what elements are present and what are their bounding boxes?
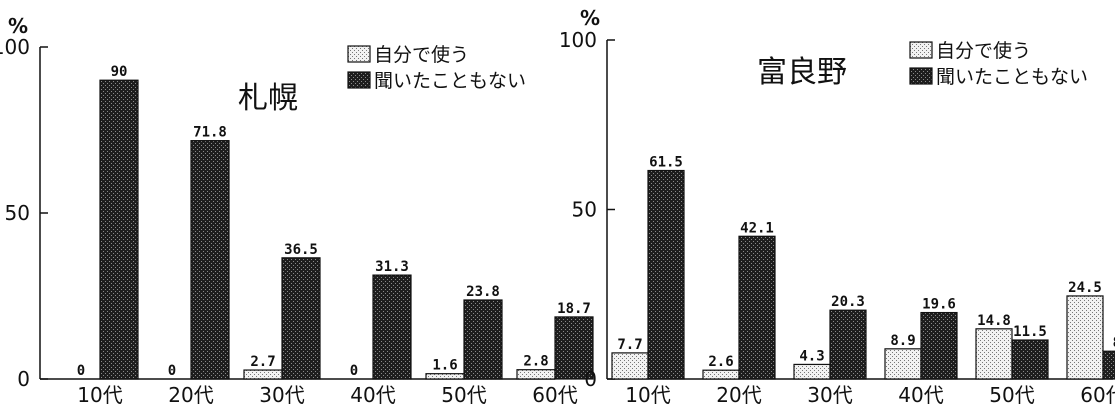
data-label-self: 1.6 [432,358,457,374]
x-tick-label: 10代 [77,383,122,407]
data-label-self: 24.5 [1068,280,1102,296]
bar-self [611,352,649,380]
bar-self [975,328,1013,380]
y-tick-label: 100 [0,35,30,59]
y-tick-label: 0 [17,367,30,391]
bar-self [884,348,922,380]
data-labels: 0 90 0 71.8 2.7 36.5 0 31.3 1.6 23.8 2.8 18.7 [77,64,591,379]
data-label-never: 90 [111,64,128,80]
bar-never [372,274,412,380]
legend-swatch-self [909,41,933,59]
legend-label-never: 聞いたこともない [374,70,526,92]
bar-never [1102,350,1115,380]
data-label-never: 11.5 [1013,324,1047,340]
data-label-self: 0 [350,363,358,379]
bar-never [190,140,230,380]
y-tick-label: 100 [559,28,597,52]
data-label-self: 14.8 [977,313,1011,329]
bar-never [920,311,958,380]
legend-label-self: 自分で使う [936,40,1031,62]
bar-never [738,235,776,380]
bar-never [1011,339,1049,380]
y-ticks: 0 50 100 [0,35,48,391]
data-label-self: 0 [168,363,176,379]
bar-self [425,373,465,380]
data-label-never: 71.8 [193,125,227,141]
data-label-never: 20.3 [831,294,865,310]
data-labels: 7.7 61.5 2.6 42.1 4.3 20.3 8.9 19.6 14.811.5 24.5… [617,155,1115,371]
y-tick-label: 50 [5,201,30,225]
data-label-self: 0 [77,363,85,379]
data-label-self: 2.6 [708,354,733,370]
data-label-self: 4.3 [799,348,824,364]
x-tick-label: 60代 [1080,383,1115,407]
bars [611,169,1115,380]
x-tick-label: 50代 [989,383,1034,407]
furano-chart: % 富良野 自分で使う 聞いたこともない 0 50 100 7.7 61.5 2.6 42… [559,6,1115,407]
x-tick-label: 40代 [350,383,395,407]
data-label-self: 2.7 [250,354,275,370]
y-tick-label: 50 [572,198,597,222]
sapporo-chart: % 札幌 自分で使う 聞いたこともない 0 50 100 0 90 0 71.8 2.7 36… [0,14,594,407]
chart-title: 富良野 [757,55,847,90]
data-label-never: 31.3 [375,259,409,275]
legend-swatch-never [909,67,933,85]
data-label-never: 42.1 [740,220,774,236]
bar-never [281,257,321,380]
chart-title: 札幌 [238,81,298,116]
x-tick-label: 50代 [441,383,486,407]
x-tick-label: 40代 [898,383,943,407]
bar-self [793,363,831,380]
x-tick-label: 30代 [259,383,304,407]
data-label-never: 61.5 [649,155,683,171]
bar-self [516,369,556,380]
data-label-never: 19.6 [922,297,956,313]
data-label-self: 2.8 [523,354,548,370]
bar-self [702,369,740,380]
x-tick-labels: 10代 20代 30代 40代 50代 60代 [625,383,1115,407]
legend-label-never: 聞いたこともない [936,66,1088,88]
bar-never [463,299,503,380]
y-unit-label: % [8,14,28,38]
bar-never [99,79,139,380]
x-tick-labels: 10代 20代 30代 40代 50代 60代 [77,383,577,407]
legend-swatch-never [347,71,371,89]
legend: 自分で使う 聞いたこともない [909,40,1088,88]
legend-label-self: 自分で使う [374,44,469,66]
data-label-never: 18.7 [557,301,591,317]
x-tick-label: 20代 [168,383,213,407]
data-label-never: 23.8 [466,284,500,300]
legend: 自分で使う 聞いたこともない [347,44,526,92]
bars [99,79,594,380]
data-label-never: 8. [1113,335,1115,351]
y-unit-label: % [580,6,600,30]
data-label-self: 8.9 [890,333,915,349]
bar-never [554,316,594,380]
y-tick-label: 0 [584,367,597,391]
x-tick-label: 60代 [532,383,577,407]
bar-never [647,169,685,380]
legend-swatch-self [347,45,371,63]
bar-never [829,309,867,380]
x-tick-label: 20代 [716,383,761,407]
data-label-never: 36.5 [284,242,318,258]
bar-self [243,369,283,380]
bar-self [1066,295,1104,380]
x-tick-label: 30代 [807,383,852,407]
x-tick-label: 10代 [625,383,670,407]
data-label-self: 7.7 [617,337,642,353]
